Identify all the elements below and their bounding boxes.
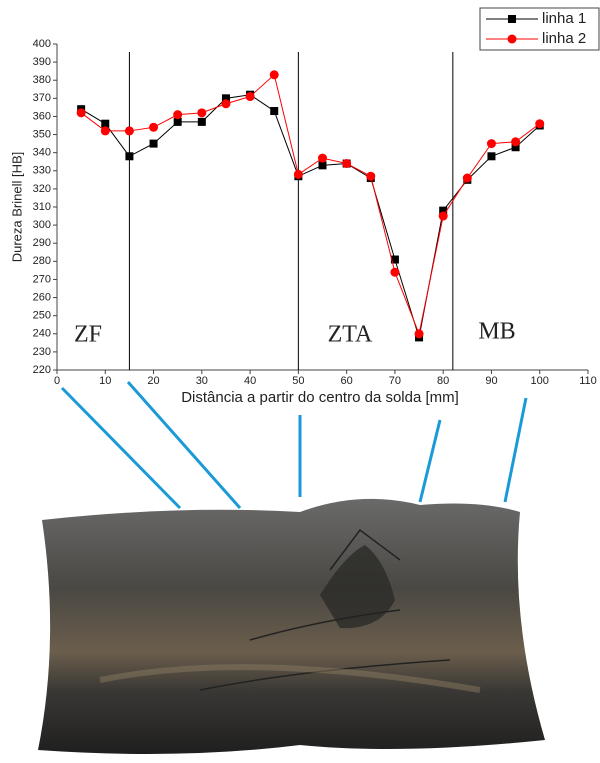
data-point <box>149 123 158 132</box>
legend-marker <box>508 35 517 44</box>
x-tick-label: 50 <box>292 375 304 387</box>
y-tick-label: 250 <box>33 310 51 322</box>
data-point <box>439 212 448 221</box>
legend-label: linha 2 <box>542 30 586 47</box>
data-point <box>487 152 495 160</box>
data-point <box>366 172 375 181</box>
x-tick-label: 110 <box>579 375 597 387</box>
y-tick-label: 280 <box>33 255 51 267</box>
data-point <box>318 154 327 163</box>
y-tick-label: 370 <box>33 92 51 104</box>
data-point <box>270 70 279 79</box>
zone-label: ZF <box>74 322 102 348</box>
data-point <box>246 92 255 101</box>
data-point <box>125 126 134 135</box>
y-tick-label: 390 <box>33 56 51 68</box>
data-point <box>294 170 303 179</box>
data-point <box>487 139 496 148</box>
y-tick-label: 320 <box>33 183 51 195</box>
x-tick-label: 30 <box>196 375 208 387</box>
x-tick-label: 80 <box>437 375 449 387</box>
x-tick-label: 90 <box>485 375 497 387</box>
data-point <box>197 108 206 117</box>
y-tick-label: 350 <box>33 128 51 140</box>
data-point <box>270 107 278 115</box>
y-tick-label: 330 <box>33 165 51 177</box>
x-tick-label: 60 <box>341 375 353 387</box>
data-point <box>198 118 206 126</box>
data-point <box>101 126 110 135</box>
data-point <box>125 152 133 160</box>
zone-label: MB <box>478 319 515 345</box>
data-point <box>390 268 399 277</box>
x-tick-label: 10 <box>99 375 111 387</box>
y-tick-label: 340 <box>33 147 51 159</box>
y-tick-label: 270 <box>33 273 51 285</box>
x-tick-label: 40 <box>244 375 256 387</box>
legend-label: linha 1 <box>542 10 586 27</box>
data-point <box>221 99 230 108</box>
x-tick-label: 0 <box>54 375 60 387</box>
y-tick-label: 220 <box>33 364 51 376</box>
y-tick-label: 230 <box>33 346 51 358</box>
y-tick-label: 380 <box>33 74 51 86</box>
y-tick-label: 290 <box>33 237 51 249</box>
data-point <box>511 137 520 146</box>
y-axis-label: Dureza Brinell [HB] <box>9 152 24 263</box>
x-axis-label: Distância a partir do centro da solda [m… <box>181 389 459 406</box>
data-point <box>342 159 351 168</box>
specimen-photo <box>38 499 545 754</box>
series-line <box>81 95 540 338</box>
y-tick-label: 260 <box>33 291 51 303</box>
data-point <box>415 329 424 338</box>
y-tick-label: 400 <box>33 38 51 50</box>
x-tick-label: 70 <box>389 375 401 387</box>
y-tick-label: 310 <box>33 201 51 213</box>
y-tick-label: 240 <box>33 328 51 340</box>
data-point <box>77 108 86 117</box>
x-tick-label: 20 <box>147 375 159 387</box>
y-tick-label: 360 <box>33 110 51 122</box>
x-tick-label: 100 <box>531 375 549 387</box>
data-point <box>173 110 182 119</box>
data-point <box>150 140 158 148</box>
series-line <box>81 75 540 334</box>
zone-label: ZTA <box>328 322 373 348</box>
figure: Dureza Brinell [HB] Distância a partir d… <box>0 0 600 763</box>
legend-marker <box>508 15 516 23</box>
data-point <box>463 174 472 183</box>
data-point <box>535 119 544 128</box>
y-tick-label: 300 <box>33 219 51 231</box>
